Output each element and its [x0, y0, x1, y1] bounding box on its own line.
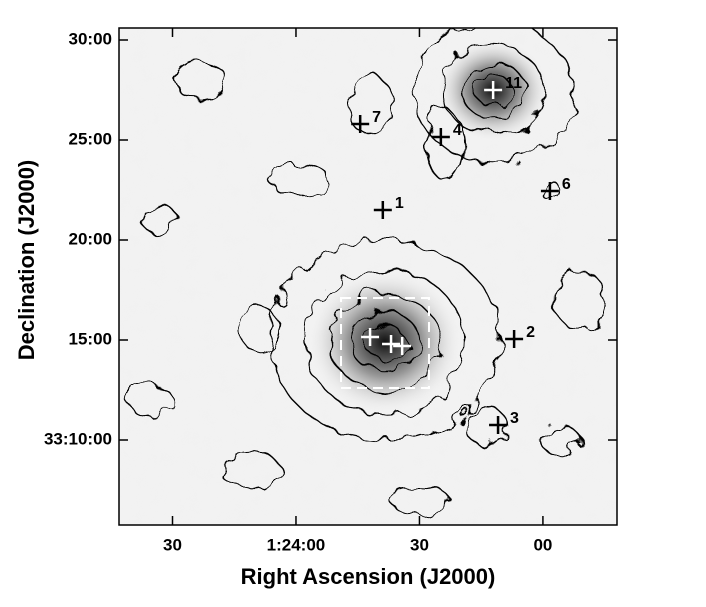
region-box — [340, 297, 430, 389]
source-label: 4 — [453, 122, 462, 139]
y-axis-title: Declination (J2000) — [14, 160, 39, 361]
source-label: 7 — [372, 109, 381, 126]
source-label: 11 — [505, 75, 522, 92]
y-tick-label: 20:00 — [69, 229, 112, 248]
cluster-marker — [361, 328, 380, 346]
x-tick-label: 30 — [410, 535, 429, 554]
y-tick-label: 15:00 — [69, 329, 112, 348]
source-label: 6 — [562, 176, 571, 193]
source-label: 1 — [395, 195, 404, 212]
source-marker — [484, 81, 503, 99]
source-label: 2 — [526, 324, 535, 341]
source-marker — [431, 128, 450, 146]
source-marker — [540, 182, 559, 200]
cluster-marker — [382, 335, 401, 353]
y-tick-label: 25:00 — [69, 129, 112, 148]
cluster-marker — [393, 337, 412, 355]
contours — [127, 28, 606, 513]
sky-image — [119, 28, 617, 525]
source-marker — [373, 201, 392, 219]
x-axis-title: Right Ascension (J2000) — [241, 564, 496, 589]
x-tick-label: 30 — [163, 535, 182, 554]
source-marker — [351, 115, 370, 133]
source-label: 3 — [510, 410, 519, 427]
source-marker — [489, 416, 508, 434]
plot-frame — [118, 27, 618, 526]
y-tick-label: 30:00 — [69, 29, 112, 48]
x-tick-label: 00 — [533, 535, 552, 554]
y-tick-label: 33:10:00 — [44, 429, 112, 448]
x-tick-label: 1:24:00 — [267, 535, 326, 554]
source-marker — [505, 330, 524, 348]
